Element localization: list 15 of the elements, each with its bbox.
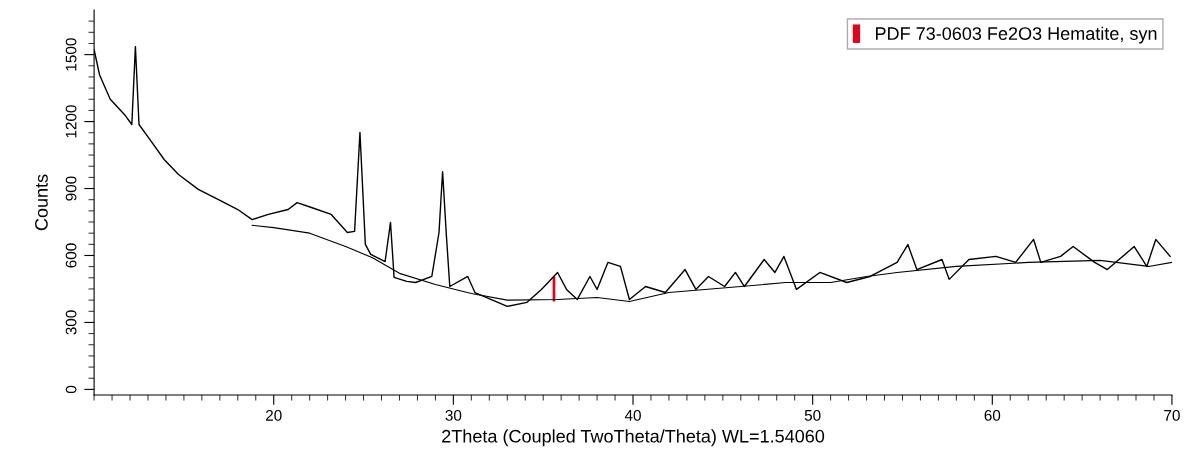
y-tick-label: 300 bbox=[65, 310, 77, 335]
y-tick-label: 900 bbox=[65, 176, 77, 201]
y-tick-label: 600 bbox=[65, 243, 77, 268]
x-tick-label: 60 bbox=[984, 409, 1001, 421]
x-tick-label: 70 bbox=[1164, 409, 1180, 421]
x-tick-label: 50 bbox=[804, 409, 821, 421]
y-tick-label: 1200 bbox=[65, 105, 77, 138]
x-tick-label: 20 bbox=[266, 409, 282, 421]
x-tick-label: 30 bbox=[445, 409, 462, 421]
y-tick-label: 0 bbox=[65, 385, 77, 394]
legend-label: PDF 73-0603 Fe2O3 Hematite, syn bbox=[876, 26, 1157, 44]
x-tick-label: 40 bbox=[624, 409, 641, 421]
y-tick-label: 1500 bbox=[65, 38, 77, 71]
x-axis-title: 2Theta (Coupled TwoTheta/Theta) WL=1.54060 bbox=[442, 429, 825, 447]
y-axis-title: Counts bbox=[35, 174, 48, 231]
